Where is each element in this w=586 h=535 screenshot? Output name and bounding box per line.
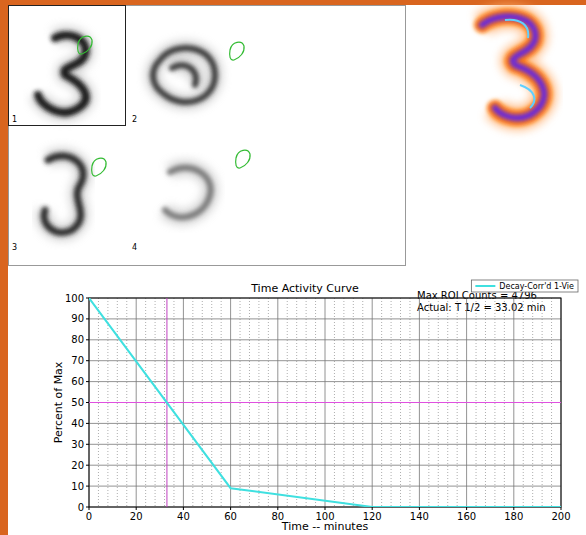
x-axis-title: Time -- minutes xyxy=(281,520,369,533)
grid-line xyxy=(89,444,561,445)
panel-label: 3 xyxy=(12,243,17,252)
roi-outline xyxy=(230,42,244,60)
x-tick-label: 160 xyxy=(457,511,476,522)
scan-image xyxy=(38,35,86,112)
image-box xyxy=(9,6,406,266)
y-tick-label: 40 xyxy=(71,418,84,429)
reference-line xyxy=(89,402,561,403)
y-tick-label: 10 xyxy=(71,481,84,492)
x-tick-label: 20 xyxy=(130,511,143,522)
title: Time Activity Curve xyxy=(250,282,359,295)
x-tick-label: 60 xyxy=(224,511,237,522)
data-line xyxy=(89,298,561,507)
x-tick-label: 140 xyxy=(410,511,429,522)
roi-outline xyxy=(78,36,92,54)
tick xyxy=(183,507,184,510)
page-bg xyxy=(8,5,586,535)
color-halo xyxy=(482,17,544,118)
y-axis-title: Percent of Max xyxy=(52,361,65,443)
panel-frame xyxy=(9,6,126,126)
grid-line xyxy=(89,318,561,319)
scan-halo xyxy=(153,48,215,102)
grid-line xyxy=(89,465,561,466)
roi-outline xyxy=(92,158,106,176)
tick xyxy=(86,360,89,361)
legend-label: Decay-Corr'd 1-Vie xyxy=(499,282,574,291)
tick xyxy=(86,486,89,487)
y-tick-label: 20 xyxy=(71,460,84,471)
tick xyxy=(419,507,420,510)
tick xyxy=(325,507,326,510)
page: 1234Max ROI Counts = 4796Actual: T 1/2 =… xyxy=(0,0,586,535)
tick xyxy=(86,507,89,508)
panel-label: 2 xyxy=(132,115,137,124)
legend-box xyxy=(471,280,578,292)
y-tick-label: 80 xyxy=(71,334,84,345)
annotation: Actual: T 1/2 = 33.02 min xyxy=(417,302,546,313)
y-tick-label: 100 xyxy=(65,293,84,304)
tick xyxy=(136,507,137,510)
y-tick-label: 70 xyxy=(71,355,84,366)
y-tick-label: 50 xyxy=(71,397,84,408)
x-tick-label: 200 xyxy=(551,511,570,522)
tick xyxy=(86,318,89,319)
plot-frame xyxy=(89,298,561,507)
y-tick-label: 60 xyxy=(71,376,84,387)
grid-line xyxy=(89,360,561,361)
panel-label: 1 xyxy=(12,115,17,124)
tick xyxy=(466,507,467,510)
tick xyxy=(372,507,373,510)
x-tick-label: 0 xyxy=(86,511,92,522)
color-contour xyxy=(505,20,534,108)
scan-halo xyxy=(38,35,86,112)
scan-image xyxy=(44,156,83,233)
y-tick-label: 30 xyxy=(71,439,84,450)
legend: Decay-Corr'd 1-Vie xyxy=(471,280,578,292)
grid-line xyxy=(89,423,561,424)
panel-label: 4 xyxy=(132,243,137,252)
scan-halo xyxy=(165,168,211,218)
tick xyxy=(86,423,89,424)
roi-outline xyxy=(236,150,250,168)
color-core xyxy=(482,17,544,118)
x-tick-label: 40 xyxy=(177,511,190,522)
grid-line xyxy=(89,402,561,403)
x-tick-label: 180 xyxy=(504,511,523,522)
plot-area xyxy=(89,298,561,507)
tick xyxy=(86,339,89,340)
tick xyxy=(513,507,514,510)
y-tick-label: 0 xyxy=(78,502,84,513)
scan-image xyxy=(153,48,215,102)
tick xyxy=(86,465,89,466)
frame-bg xyxy=(0,0,586,535)
scan-image xyxy=(165,168,211,218)
grid-line xyxy=(89,381,561,382)
y-tick-label: 90 xyxy=(71,313,84,324)
tick xyxy=(86,402,89,403)
tick xyxy=(277,507,278,510)
tick xyxy=(86,298,89,299)
tick xyxy=(86,444,89,445)
legend-swatch xyxy=(475,285,495,287)
grid-line xyxy=(89,339,561,340)
grid-line xyxy=(89,486,561,487)
chart: 0204060801001201401601802000102030405060… xyxy=(52,280,578,533)
tick xyxy=(561,507,562,510)
scan-halo xyxy=(44,156,83,233)
tick xyxy=(230,507,231,510)
tick xyxy=(86,381,89,382)
color-image xyxy=(482,17,544,118)
